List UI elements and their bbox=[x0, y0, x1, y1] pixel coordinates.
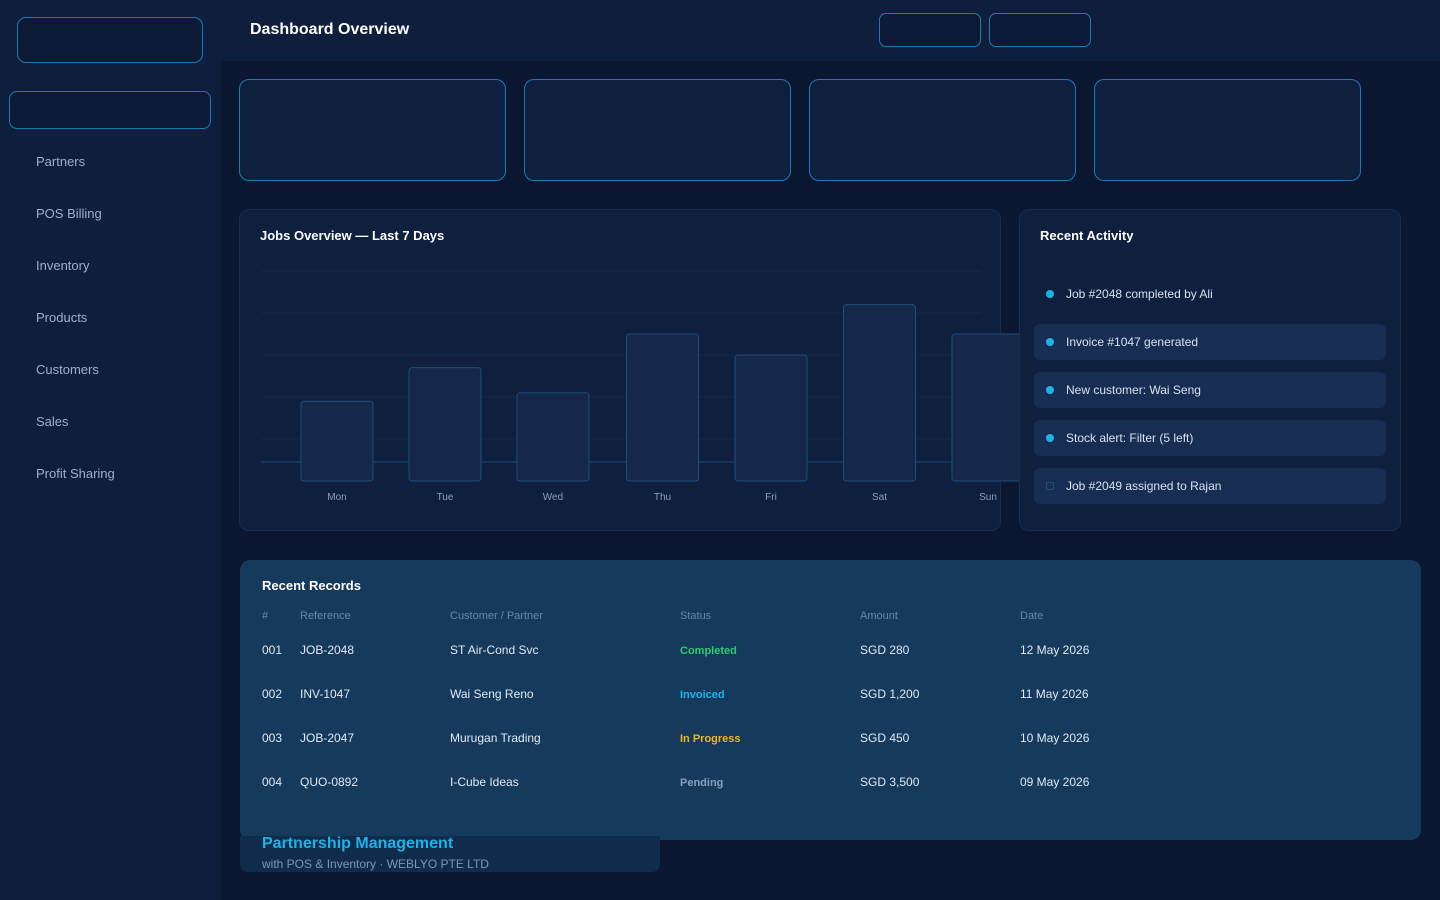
sidebar-search-input[interactable] bbox=[9, 91, 211, 129]
table-header-row: # Reference Customer / Partner Status Am… bbox=[262, 604, 1220, 628]
table-row[interactable]: 004 QUO-0892 I-Cube Ideas Pending SGD 3,… bbox=[262, 760, 1220, 804]
chart-x-tick-label: Tue bbox=[437, 492, 454, 503]
stat-card-1 bbox=[239, 79, 506, 181]
sidebar-item-profit-sharing[interactable]: Profit Sharing bbox=[36, 466, 115, 481]
sidebar-nav: Partners POS Billing Inventory Products … bbox=[0, 136, 221, 500]
jobs-chart-panel: Jobs Overview — Last 7 Days Mon Tue Wed Thu… bbox=[239, 209, 1025, 531]
chart-bar-fri[interactable] bbox=[734, 354, 808, 482]
cell-amount: SGD 3,500 bbox=[860, 775, 920, 789]
records-table: # Reference Customer / Partner Status Am… bbox=[262, 604, 1220, 804]
table-row[interactable]: 001 JOB-2048 ST Air-Cond Svc Completed S… bbox=[262, 628, 1220, 672]
activity-text: Stock alert: Filter (5 left) bbox=[1066, 431, 1194, 445]
status-badge: Pending bbox=[680, 777, 724, 789]
status-badge: Invoiced bbox=[680, 689, 725, 701]
chart-x-tick-label: Wed bbox=[543, 492, 563, 503]
recent-activity-panel: Recent Activity Job #2048 completed by A… bbox=[1019, 209, 1401, 531]
activity-title: Recent Activity bbox=[1040, 228, 1134, 243]
header-action-button-2[interactable] bbox=[989, 13, 1091, 47]
brand-logo-box[interactable] bbox=[17, 17, 203, 63]
cell-customer: ST Air-Cond Svc bbox=[450, 643, 539, 657]
page-title: Dashboard Overview bbox=[250, 21, 410, 38]
cell-reference: INV-1047 bbox=[300, 687, 351, 701]
chart-x-tick-label: Fri bbox=[765, 492, 777, 503]
activity-text: Job #2049 assigned to Rajan bbox=[1066, 479, 1222, 493]
cell-customer: I-Cube Ideas bbox=[450, 775, 519, 789]
cell-customer: Murugan Trading bbox=[450, 731, 541, 745]
cell-reference: JOB-2048 bbox=[300, 643, 355, 657]
header-action-button-1[interactable] bbox=[879, 13, 981, 47]
activity-list: Job #2048 completed by Ali Invoice #1047… bbox=[1034, 276, 1386, 516]
chart-bar-thu[interactable] bbox=[626, 333, 699, 482]
recent-records-panel: Recent Records # Reference Customer / Pa… bbox=[240, 560, 1421, 840]
chart-bar-mon[interactable] bbox=[300, 400, 374, 482]
cell-amount: SGD 1,200 bbox=[860, 687, 920, 701]
activity-item[interactable]: Job #2049 assigned to Rajan bbox=[1034, 468, 1386, 504]
stat-card-4 bbox=[1094, 79, 1361, 181]
cell-amount: SGD 450 bbox=[860, 731, 910, 745]
jobs-bar-chart: Mon Tue Wed Thu Fri Sat Sun bbox=[261, 270, 1025, 503]
cell-customer: Wai Seng Reno bbox=[450, 687, 534, 701]
top-bar: Dashboard Overview bbox=[221, 0, 1440, 61]
table-row[interactable]: 002 INV-1047 Wai Seng Reno Invoiced SGD … bbox=[262, 672, 1220, 716]
activity-text: Invoice #1047 generated bbox=[1066, 335, 1199, 349]
sidebar-item-pos-billing[interactable]: POS Billing bbox=[36, 206, 102, 221]
cell-date: 10 May 2026 bbox=[1020, 731, 1090, 745]
activity-text: New customer: Wai Seng bbox=[1066, 383, 1201, 397]
cell-reference: JOB-2047 bbox=[300, 731, 355, 745]
cell-number: 004 bbox=[262, 775, 283, 789]
cell-number: 001 bbox=[262, 643, 283, 657]
status-badge: In Progress bbox=[680, 733, 741, 745]
table-row[interactable]: 003 JOB-2047 Murugan Trading In Progress… bbox=[262, 716, 1220, 760]
activity-item[interactable]: Stock alert: Filter (5 left) bbox=[1034, 420, 1386, 456]
activity-item[interactable]: Job #2048 completed by Ali bbox=[1034, 276, 1386, 312]
activity-dot-icon bbox=[1046, 434, 1054, 442]
footer-card bbox=[240, 836, 660, 872]
chart-title: Jobs Overview — Last 7 Days bbox=[260, 228, 445, 243]
sidebar-item-sales[interactable]: Sales bbox=[36, 414, 69, 429]
sidebar-item-inventory[interactable]: Inventory bbox=[36, 258, 90, 273]
activity-item[interactable]: Invoice #1047 generated bbox=[1034, 324, 1386, 360]
activity-item[interactable]: New customer: Wai Seng bbox=[1034, 372, 1386, 408]
column-header-customer: Customer / Partner bbox=[450, 610, 543, 622]
column-header-number: # bbox=[262, 610, 269, 622]
sidebar-item-partners[interactable]: Partners bbox=[36, 154, 86, 169]
chart-x-tick-label: Thu bbox=[654, 492, 671, 503]
sidebar: Partners POS Billing Inventory Products … bbox=[0, 0, 221, 900]
sidebar-item-customers[interactable]: Customers bbox=[36, 362, 99, 377]
activity-text: Job #2048 completed by Ali bbox=[1066, 287, 1213, 301]
chart-x-tick-label: Sun bbox=[979, 492, 997, 503]
chart-bar-wed[interactable] bbox=[516, 392, 590, 482]
activity-dot-icon bbox=[1046, 290, 1054, 298]
cell-date: 12 May 2026 bbox=[1020, 643, 1090, 657]
column-header-date: Date bbox=[1020, 610, 1044, 622]
cell-reference: QUO-0892 bbox=[300, 775, 359, 789]
cell-number: 002 bbox=[262, 687, 283, 701]
column-header-status: Status bbox=[680, 610, 712, 622]
chart-x-tick-label: Mon bbox=[327, 492, 346, 503]
stat-card-3 bbox=[809, 79, 1076, 181]
activity-dot-icon bbox=[1046, 338, 1054, 346]
chart-bar-sat[interactable] bbox=[843, 304, 916, 482]
activity-dot-icon bbox=[1046, 386, 1054, 394]
cell-date: 09 May 2026 bbox=[1020, 775, 1090, 789]
chart-bar-sun[interactable] bbox=[951, 333, 1025, 482]
footer-app-title: Partnership Management bbox=[262, 835, 454, 852]
records-title: Recent Records bbox=[262, 578, 361, 593]
cell-date: 11 May 2026 bbox=[1020, 687, 1089, 701]
sidebar-item-products[interactable]: Products bbox=[36, 310, 88, 325]
cell-amount: SGD 280 bbox=[860, 643, 910, 657]
chart-bar-tue[interactable] bbox=[408, 367, 482, 482]
column-header-amount: Amount bbox=[860, 610, 898, 622]
status-badge: Completed bbox=[680, 645, 737, 657]
stat-card-2 bbox=[524, 79, 791, 181]
cell-number: 003 bbox=[262, 731, 283, 745]
footer-subtitle: with POS & Inventory · WEBLYO PTE LTD bbox=[262, 857, 489, 871]
activity-dot-icon bbox=[1046, 482, 1054, 490]
chart-x-tick-label: Sat bbox=[872, 492, 887, 503]
column-header-reference: Reference bbox=[300, 610, 351, 622]
